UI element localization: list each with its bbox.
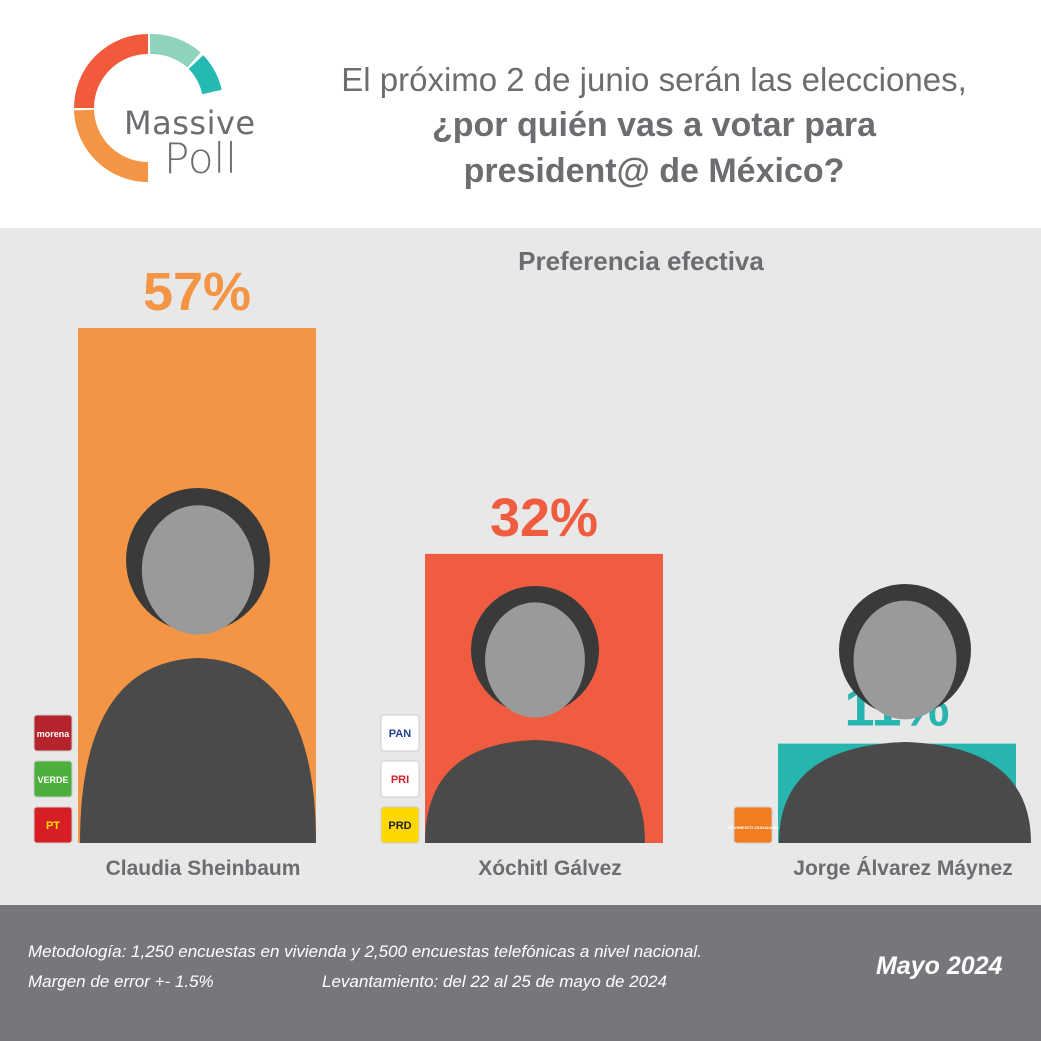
verde-logo-text: VERDE <box>37 775 68 785</box>
logo-ring-segment-red <box>74 34 149 109</box>
headline-line-1: El próximo 2 de junio serán las eleccion… <box>341 61 967 98</box>
candidate-photo-face-2 <box>485 602 585 718</box>
candidate-photo-body-2 <box>425 740 645 843</box>
category-label-1: Claudia Sheinbaum <box>106 857 301 880</box>
morena-logo-text: morena <box>37 729 71 739</box>
verde-logo <box>33 760 73 798</box>
movimiento-ciudadano-logo <box>733 806 773 844</box>
category-label-2: Xóchitl Gálvez <box>478 857 622 880</box>
pan-logo <box>380 714 420 752</box>
value-label-2: 32% <box>490 488 598 548</box>
massive-poll-logo-ring <box>74 34 222 182</box>
pt-logo <box>33 806 73 844</box>
publication-date: Mayo 2024 <box>876 952 1003 980</box>
prd-logo <box>380 806 420 844</box>
candidate-photo-body-3 <box>779 742 1031 843</box>
logo-wordmark-poll: Poll <box>164 134 237 183</box>
footer <box>0 905 1041 1041</box>
pan-logo-text: PAN <box>389 728 411 740</box>
movimiento-ciudadano-logo-text: MOVIMIENTO CIUDADANO <box>727 825 778 830</box>
bar-chart: 57% Claudia Sheinbaum morena VERDE PT 32% Xóch… <box>33 262 1031 880</box>
headline-line-3: president@ de México? <box>463 152 845 190</box>
prd-logo-text: PRD <box>388 820 411 832</box>
value-label-1: 57% <box>143 262 251 322</box>
logo-ring-segment-orange <box>74 109 149 182</box>
headline-line-2: ¿por quién vas a votar para <box>431 106 877 144</box>
category-label-3: Jorge Álvarez Máynez <box>793 857 1012 880</box>
candidate-photo-body-1 <box>80 658 316 843</box>
logo-ring-segment-teal <box>188 55 222 95</box>
logo-wordmark-massive: Massive <box>124 104 256 142</box>
morena-logo <box>33 714 73 752</box>
methodology-text: Metodología: 1,250 encuestas en vivienda… <box>28 942 702 961</box>
headline: El próximo 2 de junio serán las eleccion… <box>300 58 1008 194</box>
candidate-photo-face-1 <box>141 505 255 635</box>
pri-logo <box>380 760 420 798</box>
chart-title: Preferencia efectiva <box>518 246 764 276</box>
fieldwork-dates-text: Levantamiento: del 22 al 25 de mayo de 2… <box>322 972 667 991</box>
pt-logo-text: PT <box>46 820 60 832</box>
pri-logo-text: PRI <box>391 774 409 786</box>
logo-ring-segment-mint <box>149 34 201 68</box>
candidate-photo-face-3 <box>853 600 957 720</box>
margin-of-error-text: Margen de error +- 1.5% <box>28 972 214 991</box>
